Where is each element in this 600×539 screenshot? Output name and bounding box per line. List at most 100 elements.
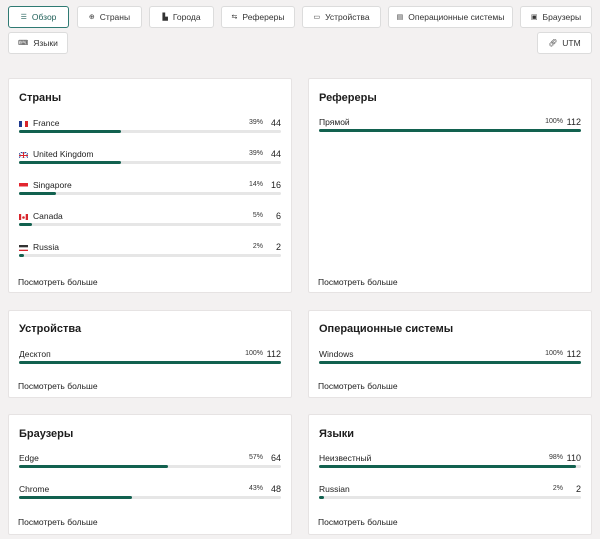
share-icon: ⇆ <box>231 13 238 21</box>
tab-label: Города <box>172 12 201 22</box>
see-more-link[interactable]: Посмотреть больше <box>18 517 98 527</box>
row-percent: 57% <box>248 454 263 461</box>
list-item[interactable]: Chrome 43% 48 <box>19 484 281 504</box>
tab-browsers[interactable]: ▣ Браузеры <box>520 6 592 28</box>
tab-languages[interactable]: ⌨ Языки <box>8 32 68 54</box>
list-item[interactable]: Russia 2% 2 <box>19 242 281 262</box>
card-title: Языки <box>319 428 355 440</box>
list-item[interactable]: Edge 57% 64 <box>19 453 281 473</box>
list-item[interactable]: France 39% 44 <box>19 118 281 138</box>
row-percent: 39% <box>248 150 263 157</box>
progress-track <box>19 130 281 133</box>
progress-fill <box>19 192 56 195</box>
row-percent: 5% <box>252 212 263 219</box>
tab-label: Страны <box>99 12 131 22</box>
progress-fill <box>319 361 581 364</box>
tab-utm[interactable]: 🔗︎ UTM <box>537 32 592 54</box>
row-label: United Kingdom <box>33 149 94 159</box>
row-count: 110 <box>566 453 581 463</box>
row-percent: 100% <box>245 350 263 357</box>
uk-flag-icon <box>19 150 28 158</box>
list-item[interactable]: Russian 2% 2 <box>319 484 581 504</box>
row-count: 112 <box>266 349 281 359</box>
list-item[interactable]: Singapore 14% 16 <box>19 180 281 200</box>
row-count: 2 <box>275 242 281 252</box>
progress-fill <box>19 465 169 468</box>
link-icon: 🔗︎ <box>548 39 558 47</box>
row-count: 112 <box>566 349 581 359</box>
tab-label: Рефереры <box>242 12 285 22</box>
row-percent: 2% <box>552 485 563 492</box>
progress-track <box>19 161 281 164</box>
tab-os[interactable]: ▤ Операционные системы <box>388 6 513 28</box>
see-more-link[interactable]: Посмотреть больше <box>318 517 398 527</box>
progress-fill <box>319 465 576 468</box>
list-item[interactable]: Windows 100% 112 <box>319 349 581 369</box>
list-item[interactable]: Прямой 100% 112 <box>319 117 581 137</box>
languages-card: Языки Неизвестный 98% 110 Russian 2% 2 П… <box>308 414 592 535</box>
row-count: 112 <box>566 117 581 127</box>
tab-overview[interactable]: ☰ Обзор <box>8 6 69 28</box>
tab-label: Языки <box>33 38 58 48</box>
referrers-card: Рефереры Прямой 100% 112 Посмотреть боль… <box>308 78 592 293</box>
progress-track <box>19 496 281 499</box>
card-title: Рефереры <box>319 92 377 104</box>
tab-cities[interactable]: ▙ Города <box>149 6 214 28</box>
list-item[interactable]: Canada 5% 6 <box>19 211 281 231</box>
see-more-link[interactable]: Посмотреть больше <box>18 381 98 391</box>
tab-devices[interactable]: ▭ Устройства <box>302 6 381 28</box>
singapore-flag-icon <box>19 182 28 189</box>
progress-fill <box>19 130 122 133</box>
list-item[interactable]: Десктоп 100% 112 <box>19 349 281 369</box>
progress-fill <box>19 361 281 364</box>
tab-label: UTM <box>562 38 581 48</box>
row-label: Неизвестный <box>319 453 372 463</box>
progress-track <box>319 129 581 132</box>
progress-fill <box>19 496 132 499</box>
card-title: Операционные системы <box>319 323 454 335</box>
tab-label: Обзор <box>31 12 57 22</box>
see-more-link[interactable]: Посмотреть больше <box>318 277 398 287</box>
progress-track <box>19 465 281 468</box>
row-count: 64 <box>270 453 281 463</box>
tab-referrers[interactable]: ⇆ Рефереры <box>221 6 295 28</box>
france-flag-icon <box>19 120 28 127</box>
row-count: 16 <box>270 180 281 190</box>
row-label: Десктоп <box>19 349 51 359</box>
row-percent: 14% <box>248 181 263 188</box>
row-percent: 39% <box>248 119 263 126</box>
os-icon: ▤ <box>396 13 404 21</box>
tab-countries[interactable]: ⊕ Страны <box>77 6 142 28</box>
russia-flag-icon <box>19 244 28 251</box>
card-title: Страны <box>19 92 62 104</box>
progress-track <box>19 254 281 257</box>
tab-label: Операционные системы <box>408 12 505 22</box>
row-percent: 43% <box>248 485 263 492</box>
row-count: 6 <box>275 211 281 221</box>
see-more-link[interactable]: Посмотреть больше <box>318 381 398 391</box>
list-item[interactable]: United Kingdom 39% 44 <box>19 149 281 169</box>
row-label: Windows <box>319 349 354 359</box>
list-item[interactable]: Неизвестный 98% 110 <box>319 453 581 473</box>
list-icon: ☰ <box>20 13 27 21</box>
keyboard-icon: ⌨ <box>18 39 29 47</box>
browsers-card: Браузеры Edge 57% 64 Chrome 43% 48 Посмо… <box>8 414 292 535</box>
row-label: Singapore <box>33 180 72 190</box>
card-title: Устройства <box>19 323 82 335</box>
progress-track <box>19 223 281 226</box>
row-percent: 2% <box>252 243 263 250</box>
progress-track <box>319 361 581 364</box>
row-count: 48 <box>270 484 281 494</box>
laptop-icon: ▭ <box>313 13 321 21</box>
see-more-link[interactable]: Посмотреть больше <box>18 277 98 287</box>
globe-icon: ⊕ <box>88 13 95 21</box>
countries-card: Страны France 39% 44 United Kingdom 39% … <box>8 78 292 293</box>
row-label: Edge <box>19 453 39 463</box>
row-count: 2 <box>575 484 581 494</box>
tab-label: Устройства <box>325 12 370 22</box>
progress-fill <box>319 496 325 499</box>
progress-track <box>319 465 581 468</box>
canada-flag-icon <box>19 213 28 220</box>
row-count: 44 <box>270 149 281 159</box>
row-label: France <box>33 118 60 128</box>
